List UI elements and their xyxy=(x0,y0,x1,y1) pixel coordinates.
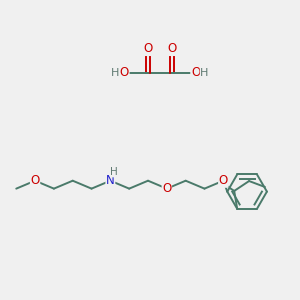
Text: H: H xyxy=(110,167,118,177)
Text: O: O xyxy=(219,174,228,187)
Text: N: N xyxy=(106,174,115,187)
Text: O: O xyxy=(143,42,153,56)
Text: H: H xyxy=(111,68,119,78)
Text: O: O xyxy=(167,42,176,56)
Text: O: O xyxy=(120,66,129,79)
Text: O: O xyxy=(162,182,172,195)
Text: O: O xyxy=(30,174,40,187)
Text: O: O xyxy=(191,66,200,79)
Text: H: H xyxy=(200,68,209,78)
